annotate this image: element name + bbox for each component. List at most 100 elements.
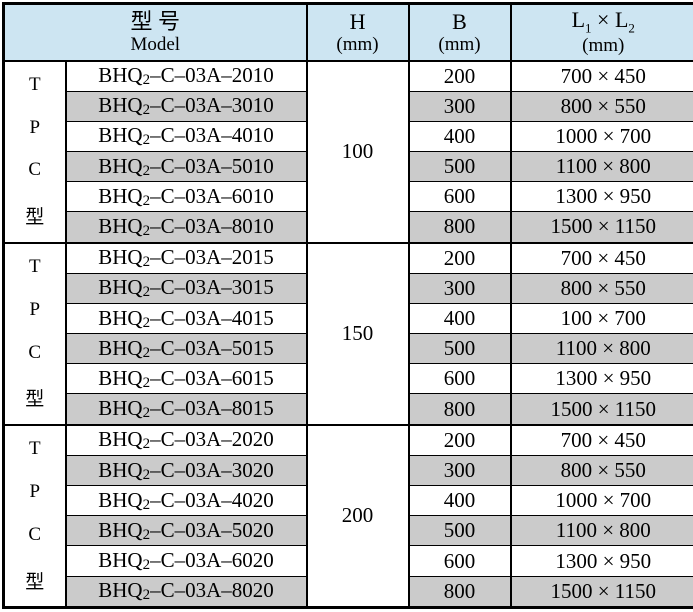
header-b-title: B xyxy=(452,8,467,34)
model-prefix: BHQ xyxy=(98,396,143,421)
model-prefix: BHQ xyxy=(98,245,143,270)
l-value-cell: 1300 × 950 xyxy=(509,545,693,577)
table-header: 型 号 Model H (mm) B (mm) L1 × L2 (mm) xyxy=(2,3,693,62)
l-value-cell: 800 × 550 xyxy=(509,90,693,122)
side-label-char: T xyxy=(28,256,41,278)
header-b-unit: (mm) xyxy=(438,34,481,55)
model-subscript: 2 xyxy=(142,314,151,331)
b-value-cell: 800 xyxy=(407,393,512,426)
header-l-sub2: 2 xyxy=(628,20,635,36)
model-prefix: BHQ xyxy=(98,213,143,238)
model-subscript: 2 xyxy=(142,436,151,453)
l-value-cell: 1000 × 700 xyxy=(509,485,693,517)
model-prefix: BHQ xyxy=(98,517,143,542)
table-row: BHQ2–C–03A–8020 800 1500 × 1150 xyxy=(4,575,693,609)
table-row: BHQ2–C–03A–3015 300 800 × 550 xyxy=(4,272,693,305)
model-rest: –C–03A–2015 xyxy=(150,245,274,270)
l-value-cell: 1100 × 800 xyxy=(509,333,693,365)
b-value-cell: 200 xyxy=(407,59,512,92)
header-b-column: B (mm) xyxy=(407,3,512,62)
b-value-cell: 400 xyxy=(407,485,512,517)
b-value-cell: 200 xyxy=(407,241,512,274)
side-label-char: 型 xyxy=(25,571,45,593)
b-value-cell: 200 xyxy=(407,423,512,456)
header-l-base2: L xyxy=(614,7,629,33)
side-label-char: C xyxy=(28,341,42,363)
b-value-cell: 400 xyxy=(407,120,512,153)
model-prefix: BHQ xyxy=(98,153,143,178)
b-value-cell: 500 xyxy=(407,333,512,365)
header-l-unit: (mm) xyxy=(582,35,625,57)
b-value-cell: 600 xyxy=(407,545,512,577)
side-label-char: 型 xyxy=(25,207,45,229)
model-subscript: 2 xyxy=(142,102,151,119)
model-subscript: 2 xyxy=(142,254,151,271)
model-subscript: 2 xyxy=(142,344,151,361)
model-cell: BHQ2–C–03A–6015 xyxy=(64,363,308,395)
model-rest: –C–03A–6010 xyxy=(150,183,274,208)
model-cell: BHQ2–C–03A–2010 xyxy=(64,59,308,92)
model-cell: BHQ2–C–03A–8020 xyxy=(64,575,308,609)
model-cell: BHQ2–C–03A–2015 xyxy=(64,241,308,274)
l-value-cell: 800 × 550 xyxy=(509,454,693,487)
model-group: T P C 型 BHQ2–C–03A–2020 200 200 700 × 450 BHQ2–C… xyxy=(2,423,693,609)
model-rest: –C–03A–3015 xyxy=(150,275,274,300)
header-row: 型 号 Model H (mm) B (mm) L1 × L2 (mm) xyxy=(2,3,693,62)
b-value-cell: 300 xyxy=(407,90,512,122)
model-subscript: 2 xyxy=(142,222,151,239)
side-label-char: 型 xyxy=(25,389,45,411)
l-value-cell: 700 × 450 xyxy=(509,59,693,92)
b-value-cell: 800 xyxy=(407,575,512,609)
model-cell: BHQ2–C–03A–6010 xyxy=(64,181,308,213)
b-value-cell: 500 xyxy=(407,151,512,183)
model-rest: –C–03A–5010 xyxy=(150,153,274,178)
l-value-cell: 1000 × 700 xyxy=(509,120,693,153)
table-row: BHQ2–C–03A–5010 500 1100 × 800 xyxy=(4,151,693,183)
header-model-title-en: Model xyxy=(130,34,181,55)
model-subscript: 2 xyxy=(142,496,151,513)
header-model-title-cn: 型 号 xyxy=(130,8,181,34)
header-l-column: L1 × L2 (mm) xyxy=(509,3,693,62)
header-h-title: H xyxy=(349,8,366,34)
side-label-char: T xyxy=(28,73,41,95)
side-label-char: C xyxy=(28,523,42,545)
table-row: BHQ2–C–03A–5015 500 1100 × 800 xyxy=(4,333,693,365)
model-prefix: BHQ xyxy=(98,93,143,118)
model-subscript: 2 xyxy=(142,72,151,89)
model-rest: –C–03A–4010 xyxy=(150,123,274,148)
model-subscript: 2 xyxy=(142,557,151,574)
table-row: BHQ2–C–03A–4010 400 1000 × 700 xyxy=(4,120,693,153)
l-value-cell: 1500 × 1150 xyxy=(509,211,693,244)
table-row: T P C 型 BHQ2–C–03A–2015 150 200 700 × 450 xyxy=(2,241,693,426)
table-row: T P C 型 BHQ2–C–03A–2020 200 200 700 × 450 xyxy=(2,423,693,608)
table-row: BHQ2–C–03A–8010 800 1500 × 1150 xyxy=(4,211,693,244)
model-prefix: BHQ xyxy=(98,548,143,573)
model-group: T P C 型 BHQ2–C–03A–2010 100 200 700 × 450 BHQ2–C… xyxy=(2,59,693,244)
model-cell: BHQ2–C–03A–6020 xyxy=(64,545,308,577)
model-prefix: BHQ xyxy=(98,305,143,330)
model-cell: BHQ2–C–03A–3010 xyxy=(64,90,308,122)
header-h-column: H (mm) xyxy=(305,3,410,62)
side-label-char: T xyxy=(28,438,41,460)
model-cell: BHQ2–C–03A–4020 xyxy=(64,485,308,517)
l-value-cell: 1300 × 950 xyxy=(509,363,693,395)
table-row: BHQ2–C–03A–6020 600 1300 × 950 xyxy=(4,545,693,577)
header-l-base1: L xyxy=(571,7,586,33)
b-value-cell: 300 xyxy=(407,272,512,305)
h-value-cell: 200 xyxy=(305,423,410,608)
table-row: BHQ2–C–03A–6015 600 1300 × 950 xyxy=(4,363,693,395)
model-rest: –C–03A–2020 xyxy=(150,427,274,452)
l-value-cell: 800 × 550 xyxy=(509,272,693,305)
l-value-cell: 1500 × 1150 xyxy=(509,575,693,609)
table-row: BHQ2–C–03A–6010 600 1300 × 950 xyxy=(4,181,693,213)
table-row: BHQ2–C–03A–3010 300 800 × 550 xyxy=(4,90,693,122)
l-value-cell: 1300 × 950 xyxy=(509,181,693,213)
model-rest: –C–03A–5020 xyxy=(150,517,274,542)
header-l-times: × xyxy=(591,7,615,33)
l-value-cell: 1100 × 800 xyxy=(509,151,693,183)
model-subscript: 2 xyxy=(142,162,151,179)
l-value-cell: 1500 × 1150 xyxy=(509,393,693,426)
